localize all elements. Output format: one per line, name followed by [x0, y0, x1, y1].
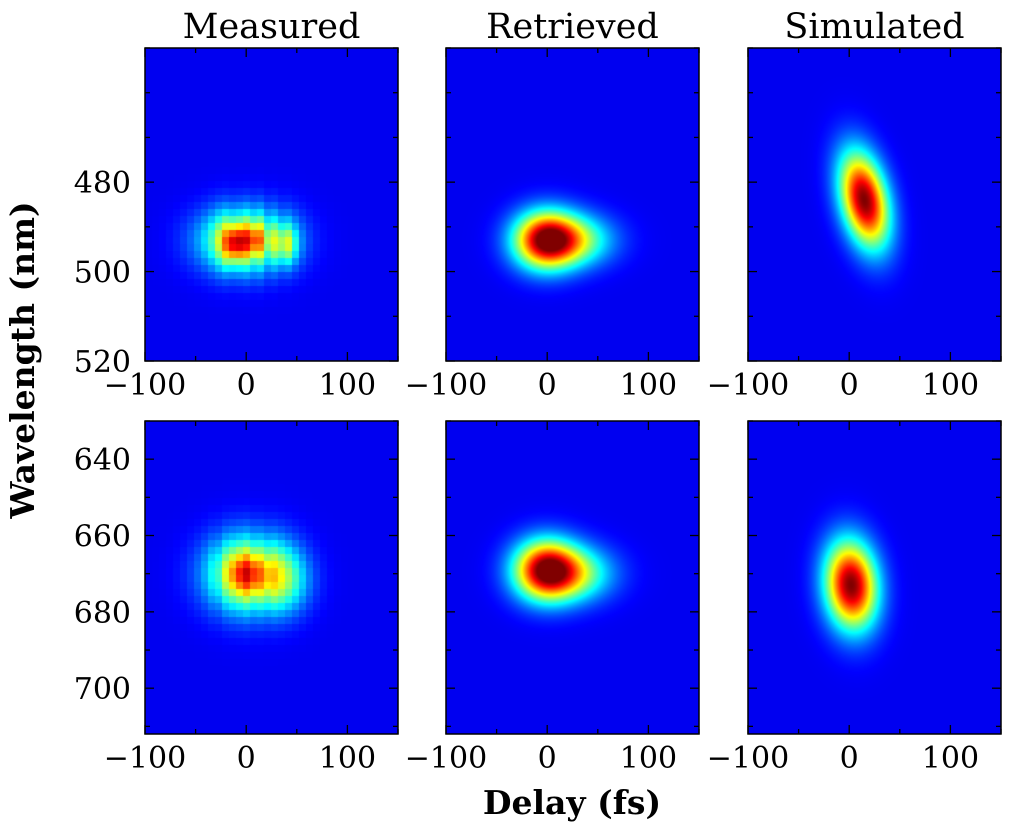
y-tick-label: 660: [74, 520, 131, 555]
x-tick-label: 100: [922, 368, 979, 403]
x-tick-label: 0: [840, 741, 859, 776]
x-tick-label: 0: [840, 368, 859, 403]
column-title-simulated: Simulated: [784, 7, 964, 47]
panel-measured-row-2: −100 0 100 640 660 680 700: [74, 420, 399, 776]
panel-frame: [144, 420, 399, 735]
y-axis-label: Wavelength (nm): [3, 201, 42, 519]
x-tick-label: 100: [319, 741, 376, 776]
x-tick-label: −100: [405, 741, 487, 776]
x-tick-label: 100: [319, 368, 376, 403]
panel-frame: [747, 47, 1002, 362]
panel-retrieved-row-2: −100 0 100: [405, 420, 700, 776]
x-tick-label: 0: [538, 741, 557, 776]
panel-frame: [445, 47, 700, 362]
panel-retrieved-row-1: −100 0 100: [405, 47, 700, 403]
y-tick-label: 500: [74, 256, 131, 291]
y-tick-label: 480: [74, 166, 131, 201]
x-axis-label: Delay (fs): [483, 783, 661, 822]
heatmap-image: [446, 48, 699, 361]
x-tick-label: 0: [237, 741, 256, 776]
panel-frame: [747, 420, 1002, 735]
panel-frame: [144, 47, 399, 362]
y-tick-label: 680: [74, 596, 131, 631]
heatmap-image: [145, 421, 398, 734]
heatmap-image: [446, 421, 699, 734]
panel-measured-row-1: −100 0 100 480 500 520: [74, 47, 399, 403]
panel-simulated-row-2: −100 0 100: [707, 420, 1002, 776]
y-tick-label: 520: [74, 345, 131, 380]
x-tick-label: 0: [538, 368, 557, 403]
x-tick-label: −100: [405, 368, 487, 403]
column-title-measured: Measured: [183, 7, 361, 47]
panel-simulated-row-1: −100 0 100: [707, 47, 1002, 403]
x-tick-label: −100: [104, 741, 186, 776]
x-tick-label: −100: [707, 368, 789, 403]
heatmap-image: [748, 421, 1001, 734]
column-title-retrieved: Retrieved: [486, 7, 659, 47]
panel-frame: [445, 420, 700, 735]
y-tick-label: 640: [74, 443, 131, 478]
x-tick-label: 100: [620, 741, 677, 776]
x-tick-label: 100: [922, 741, 979, 776]
heatmap-image: [748, 48, 1001, 361]
x-tick-label: −100: [707, 741, 789, 776]
x-tick-label: 100: [620, 368, 677, 403]
x-tick-label: 0: [237, 368, 256, 403]
y-tick-label: 700: [74, 672, 131, 707]
x-tick-label: −100: [104, 368, 186, 403]
heatmap-image: [145, 48, 398, 361]
labels: Measured Retrieved Simulated Delay (fs) Wave…: [3, 7, 965, 822]
